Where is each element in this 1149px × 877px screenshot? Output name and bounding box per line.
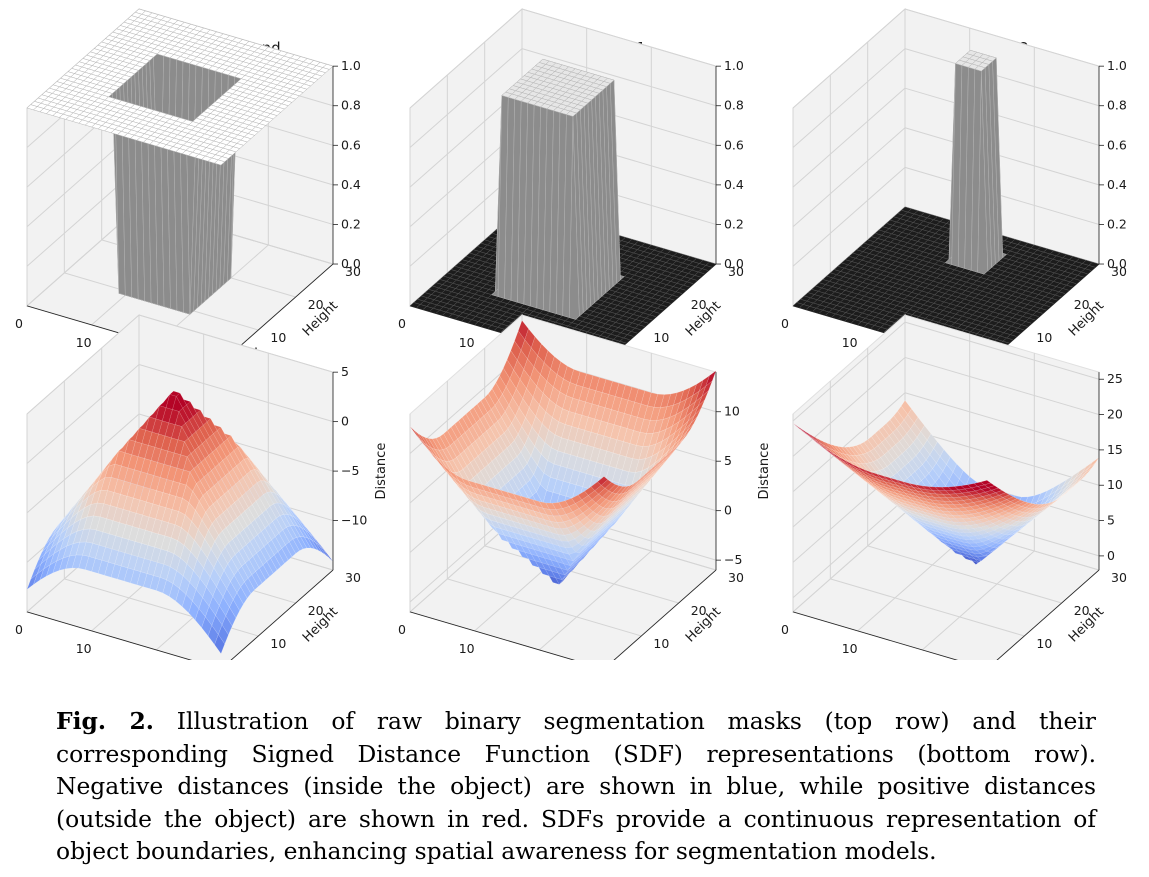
z-tick-label: 5	[341, 364, 349, 379]
z-tick-label: 1.0	[1107, 58, 1127, 73]
x-tick-label: 10	[459, 641, 475, 656]
z-tick-label: 10	[724, 404, 740, 419]
y-tick-label: 30	[728, 570, 744, 585]
x-tick-label: 10	[459, 335, 475, 350]
z-tick-label: 0.0	[341, 256, 361, 271]
subplot-1: Raw Mask - Background0102030Width0102030…	[15, 7, 361, 388]
z-tick-label: 0.6	[1107, 137, 1127, 152]
y-tick-label: 10	[1036, 330, 1052, 345]
y-tick-label: 30	[345, 570, 361, 585]
x-tick-label: 10	[842, 335, 858, 350]
z-tick-label: 0.0	[1107, 256, 1127, 271]
surface-patch	[214, 159, 226, 166]
x-tick-label: 10	[76, 641, 92, 656]
subplot-5: SDF - Class 10102030Width0102030Height−5…	[398, 313, 772, 660]
gridline	[409, 48, 523, 148]
x-tick-label: 10	[76, 335, 92, 350]
z-tick-label: 0	[724, 503, 732, 518]
z-tick-label: 0.2	[341, 216, 361, 231]
x-tick-label: 0	[15, 622, 23, 637]
gridline	[521, 48, 717, 107]
z-tick-label: 0.4	[1107, 177, 1127, 192]
surface	[409, 58, 717, 364]
surface	[26, 8, 334, 315]
z-tick-label: 0.0	[724, 256, 744, 271]
z-tick-label: −10	[341, 513, 367, 528]
y-tick-label: 10	[653, 330, 669, 345]
z-tick-label: −5	[341, 463, 359, 478]
z-tick-label: 0.4	[724, 177, 744, 192]
z-tick-label: 0.8	[1107, 98, 1127, 113]
y-tick-label: 10	[270, 636, 286, 651]
y-tick-label: 30	[345, 264, 361, 279]
y-tick-label: 20	[308, 297, 324, 312]
y-tick-label: 10	[653, 636, 669, 651]
z-tick-label: 1.0	[341, 58, 361, 73]
x-tick-label: 0	[398, 316, 406, 331]
z-tick-label: 0.8	[724, 98, 744, 113]
gridline	[409, 8, 523, 109]
gridline	[521, 8, 717, 67]
subplot-6: SDF - Class 20102030Width0102030Height05…	[781, 313, 1127, 660]
subplot-2: Raw Mask - Class 10102030Width0102030Hei…	[398, 7, 744, 388]
z-tick-label: 0.8	[341, 98, 361, 113]
x-tick-label: 0	[781, 316, 789, 331]
figure: Raw Mask - Background0102030Width0102030…	[15, 7, 1127, 660]
x-tick-label: 0	[15, 316, 23, 331]
z-tick-label: 0.2	[1107, 216, 1127, 231]
z-tick-label: 0.6	[341, 137, 361, 152]
subplot-4: SDF - Background0102030Width0102030Heigh…	[15, 313, 389, 660]
x-tick-label: 0	[398, 622, 406, 637]
z-tick-label: 5	[724, 453, 732, 468]
y-tick-label: 10	[270, 330, 286, 345]
z-tick-label: 0.2	[724, 216, 744, 231]
z-tick-label: 1.0	[724, 58, 744, 73]
z-axis-label: Distance	[757, 443, 772, 500]
z-tick-label: 0.6	[724, 137, 744, 152]
z-tick-label: −5	[724, 552, 742, 567]
z-tick-label: 0	[341, 414, 349, 429]
z-tick-label: 0.4	[341, 177, 361, 192]
z-axis-label: Distance	[374, 443, 389, 500]
